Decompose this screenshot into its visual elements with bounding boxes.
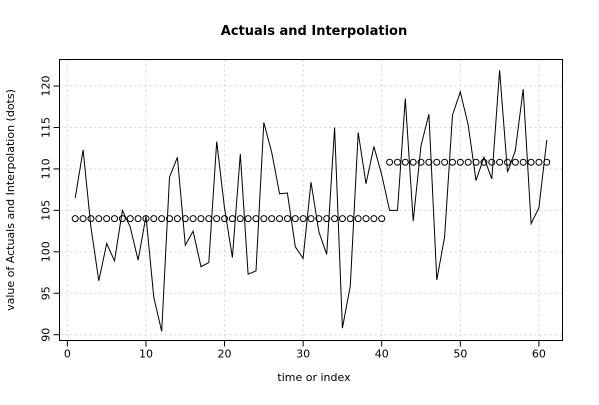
x-tick-label: 60 xyxy=(532,348,546,361)
y-axis: 90 95 100 105 110 115 120 xyxy=(40,76,60,342)
interpolation-point xyxy=(213,215,221,223)
interpolation-point xyxy=(150,215,158,223)
interpolation-point xyxy=(519,158,527,166)
interpolation-point xyxy=(181,215,189,223)
interpolation-point xyxy=(111,215,119,223)
interpolation-point xyxy=(299,215,307,223)
interpolation-point xyxy=(331,215,339,223)
series-layer xyxy=(71,70,551,332)
interpolation-point xyxy=(205,215,213,223)
interpolation-point xyxy=(252,215,260,223)
interpolation-point xyxy=(103,215,111,223)
interpolation-point xyxy=(166,215,174,223)
interpolation-point xyxy=(401,158,409,166)
x-tick-label: 10 xyxy=(139,348,153,361)
interpolation-point xyxy=(464,158,472,166)
x-tick-label: 20 xyxy=(218,348,232,361)
interpolation-point xyxy=(307,215,315,223)
interpolation-point xyxy=(378,215,386,223)
chart-title: Actuals and Interpolation xyxy=(221,24,407,39)
y-tick-label: 115 xyxy=(40,117,53,138)
interpolation-point xyxy=(221,215,229,223)
y-tick-label: 100 xyxy=(40,241,53,262)
x-tick-label: 30 xyxy=(296,348,310,361)
interpolation-point xyxy=(158,215,166,223)
interpolation-point xyxy=(480,158,488,166)
interpolation-point xyxy=(472,158,480,166)
interpolation-point xyxy=(456,158,464,166)
interpolation-point xyxy=(370,215,378,223)
interpolation-point xyxy=(134,215,142,223)
actuals-line xyxy=(74,70,548,332)
interpolation-point xyxy=(535,158,543,166)
interpolation-point xyxy=(527,158,535,166)
interpolation-point xyxy=(244,215,252,223)
x-tick-label: 50 xyxy=(453,348,467,361)
interpolation-point xyxy=(260,215,268,223)
interpolation-point xyxy=(346,215,354,223)
y-axis-label: value of Actuals and Interpolation (dots… xyxy=(4,89,17,311)
interpolation-point xyxy=(173,215,181,223)
interpolation-point xyxy=(543,158,551,166)
y-tick-label: 120 xyxy=(40,76,53,97)
interpolation-point xyxy=(268,215,276,223)
x-tick-label: 40 xyxy=(375,348,389,361)
y-tick-label: 110 xyxy=(40,158,53,179)
y-tick-label: 105 xyxy=(40,200,53,221)
x-tick-label: 0 xyxy=(64,348,71,361)
interpolation-point xyxy=(503,158,511,166)
interpolation-point xyxy=(511,158,519,166)
grid-layer xyxy=(59,59,563,341)
interpolation-point xyxy=(323,215,331,223)
interpolation-point xyxy=(409,158,417,166)
interpolation-point xyxy=(338,215,346,223)
y-tick-label: 95 xyxy=(40,286,53,300)
x-axis: 0 10 20 30 40 50 60 xyxy=(64,340,546,361)
interpolation-point xyxy=(71,215,79,223)
interpolation-point xyxy=(386,158,394,166)
interpolation-point xyxy=(291,215,299,223)
interpolation-point xyxy=(362,215,370,223)
interpolation-point xyxy=(276,215,284,223)
interpolation-point xyxy=(197,215,205,223)
interpolation-point xyxy=(315,215,323,223)
interpolation-point xyxy=(496,158,504,166)
interpolation-point xyxy=(95,215,103,223)
interpolation-point xyxy=(87,215,95,223)
x-axis-label: time or index xyxy=(277,371,351,384)
interpolation-point xyxy=(228,215,236,223)
interpolation-point xyxy=(283,215,291,223)
interpolation-point xyxy=(448,158,456,166)
interpolation-point xyxy=(189,215,197,223)
interpolation-point xyxy=(118,215,126,223)
interpolation-point xyxy=(79,215,87,223)
interpolation-point xyxy=(441,158,449,166)
interpolation-point xyxy=(354,215,362,223)
interpolation-point xyxy=(425,158,433,166)
interpolation-point xyxy=(126,215,134,223)
interpolation-point xyxy=(236,215,244,223)
interpolation-point xyxy=(417,158,425,166)
plot-frame xyxy=(59,59,563,341)
interpolation-point xyxy=(142,215,150,223)
interpolation-point xyxy=(393,158,401,166)
interpolation-point xyxy=(433,158,441,166)
interpolation-point xyxy=(488,158,496,166)
y-tick-label: 90 xyxy=(40,328,53,342)
